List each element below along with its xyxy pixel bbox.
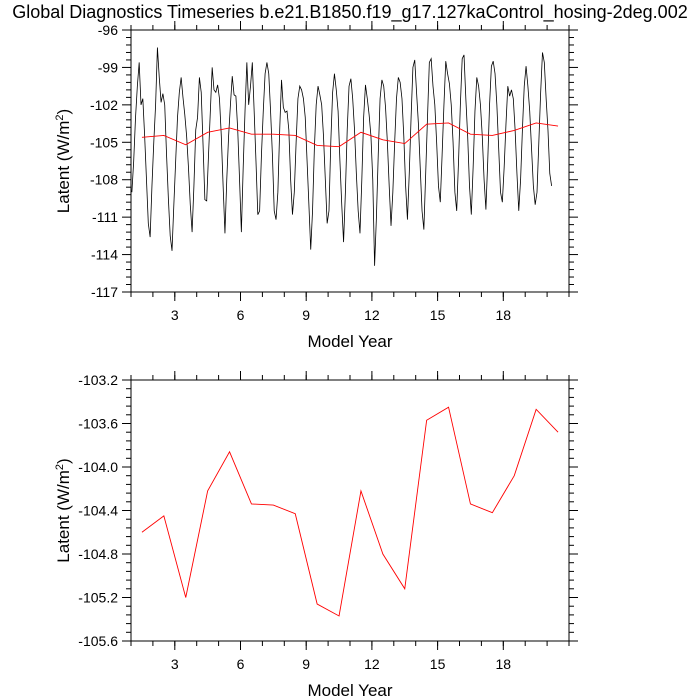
y-tick-label: -103.2	[78, 372, 118, 388]
y-tick-label: -108	[90, 172, 118, 188]
x-tick-label: 18	[496, 656, 512, 672]
y-tick-label: -99	[98, 59, 118, 75]
chart-0-group: 3 6 9 12 15 18 -96 -99 -102 -105 -108 -111 -114 -117 M…	[54, 21, 578, 351]
y-tick-label: -111	[92, 209, 118, 225]
x-tick-label: 18	[496, 307, 512, 323]
chart-1-group: 3 6 9 12 15 18 -103.2 -103.6 -104.0 -104.4 -104.8 -…	[54, 371, 578, 700]
y-axis-label: Latent (W/m2)	[54, 109, 73, 213]
y-tick-label: -96	[98, 22, 118, 38]
y-axis-label: Latent (W/m2)	[54, 458, 73, 562]
x-tick-label: 6	[237, 307, 245, 323]
x-tick-label: 12	[364, 307, 380, 323]
x-tick-label: 15	[430, 656, 446, 672]
x-tick-label: 9	[302, 656, 310, 672]
y-tick-label: -105.6	[78, 633, 118, 649]
chart-title: Global Diagnostics Timeseries b.e21.B185…	[12, 2, 688, 22]
y-tick-label: -104.8	[78, 546, 118, 562]
x-tick-label: 15	[430, 307, 446, 323]
y-tick-label: -102	[90, 97, 118, 113]
y-tick-label: -105	[90, 134, 118, 150]
x-axis-label: Model Year	[307, 332, 392, 351]
y-tick-label: -117	[91, 284, 118, 300]
x-tick-label: 3	[171, 307, 179, 323]
x-tick-label: 12	[364, 656, 380, 672]
y-tick-label: -104.0	[78, 459, 118, 475]
x-tick-label: 6	[237, 656, 245, 672]
x-tick-label: 3	[171, 656, 179, 672]
plot-frame	[130, 379, 570, 642]
x-axis-label: Model Year	[307, 681, 392, 700]
y-tick-label: -103.6	[78, 416, 118, 432]
y-tick-label: -105.2	[78, 590, 118, 606]
y-tick-label: -114	[91, 247, 118, 263]
series-line-annual	[141, 122, 559, 148]
y-tick-label: -104.4	[78, 503, 118, 519]
series-line-monthly	[131, 47, 553, 266]
series-line-annual	[141, 406, 559, 617]
x-tick-label: 9	[302, 307, 310, 323]
